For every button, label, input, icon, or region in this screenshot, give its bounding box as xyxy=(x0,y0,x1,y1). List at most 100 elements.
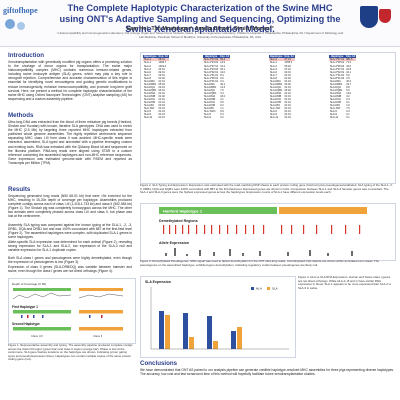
demethylated-region-mark xyxy=(219,225,221,234)
table-cell: SLA-11 xyxy=(270,116,279,120)
table-row: SLA-1 1055.3 xyxy=(269,61,295,64)
table-row: SLA-TAP 01:01 xyxy=(143,107,169,110)
figure4-bar xyxy=(231,331,236,349)
table-cell: SLA-7 xyxy=(270,73,277,77)
table-row: SLA-DRB1 05:03 xyxy=(143,83,169,86)
table-row: SLA-9 01:01 xyxy=(269,113,295,116)
table-row: SLA-DMB 01:02 xyxy=(143,95,169,98)
table-row: SLA-6*02:01 10.1 xyxy=(329,71,356,74)
table-cell: SLA-DQB1 xyxy=(204,91,217,95)
table-cell: 0.1 xyxy=(346,116,350,120)
table-cell: SLA-1 xyxy=(269,58,284,62)
table-header-row: Haplotype Exp. lvl xyxy=(329,55,357,59)
table-cell: 22.8 xyxy=(346,67,352,71)
haplotype1-class-ii-bar xyxy=(79,310,123,314)
table-header-cell: Exp. lvl xyxy=(157,55,169,59)
table-cell: 31.2 xyxy=(220,64,226,68)
table-cell: SLA-DQA xyxy=(144,85,155,89)
results-paragraph: Allele-specific SLA expression was deter… xyxy=(8,240,132,253)
table-cell: SLA-9 xyxy=(270,113,277,117)
table-row: SLA-DOB 01:01 xyxy=(269,101,295,104)
table-cell: SLA-1*07:02 xyxy=(203,58,220,62)
table-cell: SLA-2*05:02 xyxy=(330,64,345,68)
table-row: SLA-1 08:01 xyxy=(143,58,169,62)
table-cell: SLA-5 xyxy=(270,110,277,114)
figure4-title: SLA Expression xyxy=(145,280,171,284)
table-cell: SLA-2 xyxy=(270,64,277,68)
table-row: SLA-3*07:01 22.8 xyxy=(329,68,356,71)
table-cell: SLA-3*04:03 xyxy=(204,67,219,71)
table-cell: SLA-DQB1 xyxy=(144,88,157,92)
table-header-row: Haplotype Exp. lvl xyxy=(269,55,295,59)
table-cell: 10.1 xyxy=(346,70,352,74)
poster-affiliations: ¹ Histocompatibility and Immunogenetics … xyxy=(56,31,344,39)
table-row: SLA-8 01:02 xyxy=(269,77,295,80)
table-cell: 1063.7 xyxy=(158,61,167,65)
allele-expression-bar xyxy=(199,250,201,256)
table-cell: SLA-MIC xyxy=(144,104,155,108)
demethylated-region-mark xyxy=(253,225,255,234)
table-cell: SLA-DOA xyxy=(270,98,281,102)
demethylated-region-mark xyxy=(359,225,361,234)
table-cell: SLA-1 xyxy=(270,61,277,65)
figure4-bar xyxy=(207,316,212,349)
table-cell: SLA-3 xyxy=(144,67,151,71)
table-cell: 01:01 xyxy=(284,79,291,83)
table-cell: 01:01 xyxy=(284,107,291,111)
table-cell: SLA-DRA xyxy=(204,82,215,86)
typing-table: Haplotype Exp. lvl SLA-1*07:02 65.4 SLA-1*04… xyxy=(203,55,231,119)
table-cell: SLA-2*07:01 xyxy=(204,64,219,68)
table-cell: 01:01 xyxy=(158,101,165,105)
haplotype1-class-i-iii-bar xyxy=(13,310,71,314)
table-cell: 0.4 xyxy=(220,113,224,117)
table-row: SLA-6 02:01 xyxy=(269,71,295,74)
table-row: SLA-TAP 01:01 xyxy=(269,107,295,110)
demethylated-region-mark xyxy=(303,225,305,234)
table-cell: SLA-DOA xyxy=(204,101,215,105)
coverage-class-ii xyxy=(79,288,123,291)
table-row: SLA-DMB 01:01 xyxy=(269,95,295,98)
table-cell: SLA-DQA xyxy=(330,85,341,89)
table-cell: SLA-DMA xyxy=(330,91,342,95)
table-cell: 5.0 xyxy=(346,88,350,92)
results-paragraph: Expression of class II genes (SLA-DRB/DQ… xyxy=(8,265,132,274)
table-cell: SLA-DMB xyxy=(204,98,216,102)
table-cell: SLA-1*04:02 xyxy=(204,61,219,65)
table-cell: 1055.3 xyxy=(284,61,293,65)
table-cell: 02:01 xyxy=(158,70,165,74)
table-cell: 08:01 xyxy=(157,58,169,62)
table-cell: SLA-11 xyxy=(330,116,339,120)
allele-expression-bar xyxy=(186,254,188,256)
table-cell: SLA-11 xyxy=(144,116,153,120)
table-header-cell: Exp. lvl xyxy=(345,55,357,59)
figure3-title: Hanford Haplotype 1 xyxy=(163,209,203,214)
legend-label-sla: SLA xyxy=(272,287,278,291)
table-row: SLA-DMA 14.6 xyxy=(329,92,356,95)
table-row: SLA-11 01:01 xyxy=(269,116,295,119)
allele-expression-bar xyxy=(229,249,231,256)
demethylated-region-mark xyxy=(281,225,283,234)
figure4-bar xyxy=(183,313,188,349)
table-row: SLA-7 01:01 xyxy=(269,74,295,77)
table-row: SLA-DRA 01:01 xyxy=(143,80,169,83)
table-cell: 19.7 xyxy=(346,82,352,86)
table-cell: 3.2 xyxy=(346,94,350,98)
legend-swatch-hla xyxy=(251,287,254,290)
table-cell: 04:01 xyxy=(158,67,165,71)
table-cell: SLA-DRA xyxy=(330,79,341,83)
gift-of-hope-logo: giftofhope xyxy=(3,6,51,36)
table-row: SLA-DOB 01:01 xyxy=(143,101,169,104)
table-row: SLA-3 07:01 xyxy=(269,68,295,71)
table-cell: SLA-3*07:01 xyxy=(330,67,345,71)
table-cell: 9.9 xyxy=(220,110,224,114)
conclusions-text: We have demonstrated that ONT AS paired … xyxy=(140,368,394,377)
table-row: SLA-MIC 02:03 xyxy=(143,104,169,107)
table-cell: 01:02 xyxy=(284,76,291,80)
table-row: SLA-1 1063.7 xyxy=(143,61,169,64)
allele-expression-bar xyxy=(165,253,167,256)
typing-table: Haplotype Exp. lvl SLA-1 07:01 SLA-1 1055.3 SL… xyxy=(269,55,295,119)
table-cell: SLA-6 xyxy=(144,70,151,74)
table-cell: 04:02 xyxy=(284,82,291,86)
table-header-cell: Exp. lvl xyxy=(219,55,231,59)
